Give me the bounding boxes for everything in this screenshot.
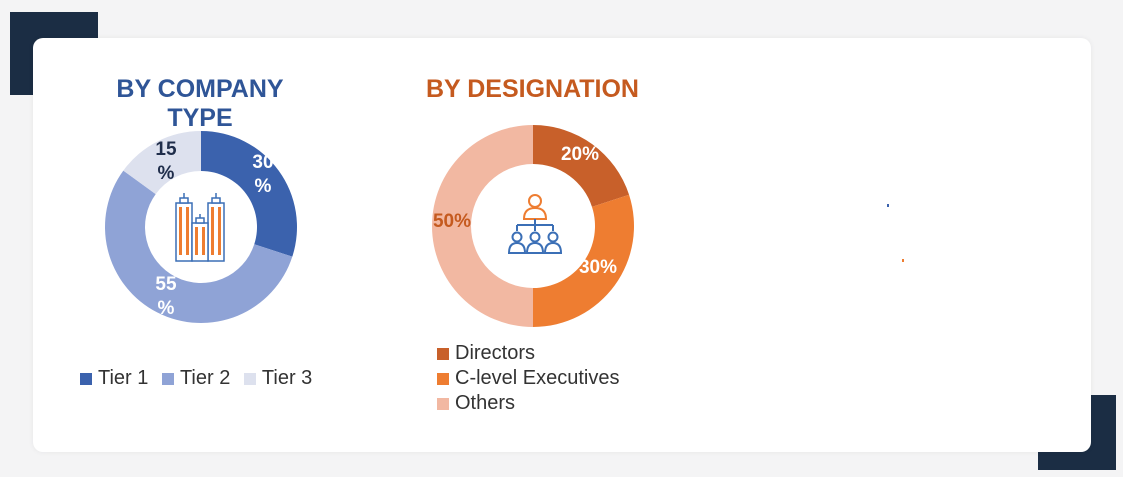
legend-swatch	[437, 372, 449, 385]
legend-item: Tier 2	[161, 367, 231, 390]
chart-title-company-type: BY COMPANY TYPE	[116, 75, 284, 132]
stray-mark	[887, 204, 889, 207]
stray-mark	[902, 259, 904, 262]
data-label: 55%	[155, 274, 177, 319]
legend-label: Others	[455, 392, 516, 414]
legend-label: Directors	[455, 342, 536, 364]
legend-swatch	[161, 372, 174, 385]
legend-label: Tier 3	[261, 367, 313, 389]
data-label: 50%	[433, 211, 471, 232]
donut-slice-tier-2	[104, 170, 293, 324]
legend-item: C-level Executives	[437, 366, 620, 391]
legend-designation: Directors C-level Executives Others	[437, 341, 620, 416]
legend-swatch	[437, 397, 449, 410]
donut-designation: 20% 30% 50%	[432, 125, 634, 327]
donut-slice-tier-1	[201, 131, 297, 257]
donut-company-type: 30 % 55 % 15%	[104, 131, 297, 324]
legend-swatch	[437, 347, 449, 360]
data-label: 30%	[252, 152, 273, 197]
chart-title-designation: BY DESIGNATION	[426, 75, 639, 103]
data-label: 30%	[579, 257, 617, 278]
donut-slice-others	[432, 125, 533, 327]
donut-slice-c-level-executives	[533, 194, 634, 327]
legend-company-type: Tier 1 Tier 2 Tier 3	[80, 367, 320, 391]
data-label: 20%	[561, 144, 599, 165]
donut-slice-tier-3	[123, 131, 201, 195]
buildings-icon	[175, 193, 225, 262]
hierarchy-people-icon	[507, 194, 563, 254]
legend-swatch	[80, 372, 92, 385]
legend-item: Directors	[437, 341, 620, 366]
legend-label: Tier 1	[98, 367, 149, 389]
legend-label: C-level Executives	[455, 367, 620, 389]
data-label: 15%	[155, 139, 177, 184]
legend-label: Tier 2	[179, 367, 231, 389]
legend-item: Others	[437, 391, 620, 416]
legend-item: Tier 3	[243, 367, 313, 390]
legend-item: Tier 1	[80, 367, 148, 390]
donut-slice-directors	[533, 125, 630, 207]
legend-swatch	[243, 372, 256, 385]
